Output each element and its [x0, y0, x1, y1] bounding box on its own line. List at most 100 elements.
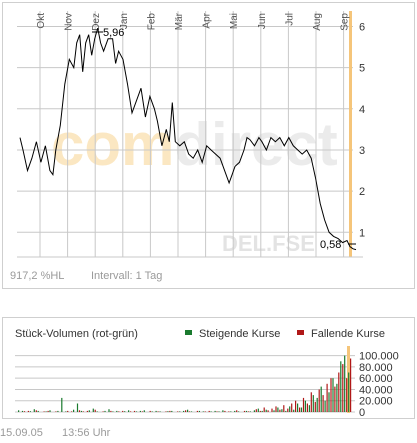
price-chart: comdirect DEL.FSE Okt Nov Dez Jan Feb Mär Apr M…: [10, 11, 365, 282]
volume-bar-rising: [257, 408, 259, 412]
volume-bar-rising: [293, 409, 295, 412]
volume-bar-falling: [322, 395, 324, 412]
volume-bar-rising: [332, 378, 334, 412]
volume-bar-rising: [108, 409, 110, 412]
volume-bar-rising: [187, 409, 189, 412]
volume-bar-falling: [314, 401, 316, 412]
volume-bar-rising: [261, 410, 263, 412]
volume-bar-falling: [102, 411, 104, 412]
volume-bar-rising: [234, 410, 236, 412]
legend-falling-label: Fallende Kurse: [311, 328, 385, 340]
volume-bar-falling: [177, 411, 179, 412]
volume-bar-rising: [167, 411, 169, 412]
volume-bar-falling: [185, 410, 187, 412]
volume-bar-rising: [143, 410, 145, 412]
volume-bar-falling: [55, 411, 57, 412]
volume-bar-rising: [80, 410, 83, 412]
volume-bar-rising: [73, 409, 75, 412]
volume-bar-rising: [37, 410, 39, 412]
price-y-tick-label: 5: [359, 63, 365, 75]
volume-bar-rising: [45, 411, 47, 412]
volume-bar-rising: [139, 410, 141, 412]
price-line: [19, 27, 357, 251]
volume-bar-falling: [255, 409, 257, 412]
volume-bar-falling: [326, 383, 328, 412]
volume-bar-rising: [238, 411, 240, 412]
volume-bar-rising: [304, 400, 306, 412]
volume-bar-rising: [308, 405, 310, 412]
high-label: 5,96: [103, 27, 124, 39]
footer-date: 15.09.05: [0, 427, 43, 439]
volume-bar-rising: [57, 410, 59, 412]
price-x-tick-label: Nov: [64, 13, 75, 31]
price-x-tick-label: Aug: [312, 13, 323, 31]
volume-bar-falling: [86, 410, 88, 412]
volume-bar-falling: [228, 411, 230, 412]
volume-bar-rising: [336, 383, 338, 412]
volume-bar-falling: [302, 397, 305, 412]
volume-bar-rising: [344, 355, 346, 412]
volume-bar-rising: [222, 410, 224, 412]
volume-bar-falling: [247, 411, 250, 412]
volume-bar-falling: [318, 389, 320, 412]
volume-bar-rising: [76, 403, 79, 412]
volume-bar-falling: [275, 406, 277, 412]
volume-bar-falling: [78, 410, 81, 412]
price-x-tick-label: Apr: [202, 12, 213, 28]
volume-bar-rising: [135, 411, 138, 412]
volume-bar-falling: [141, 411, 143, 412]
price-x-tick-label: Jan: [119, 13, 130, 29]
volume-bar-falling: [165, 411, 167, 412]
legend-rising-label: Steigende Kurse: [199, 328, 280, 340]
performance-label: 917,2 %HL: [10, 270, 64, 282]
watermark-part-1: com: [51, 111, 174, 178]
volume-bar-rising: [124, 411, 126, 412]
volume-bar-falling: [283, 405, 285, 412]
volume-bar-rising: [21, 410, 24, 412]
volume-bar-rising: [179, 411, 181, 412]
footer-time: 13:56 Uhr: [62, 427, 111, 439]
price-x-tick-label: Feb: [146, 13, 157, 31]
volume-bar-rising: [155, 410, 157, 412]
volume-bar-falling: [338, 372, 340, 412]
price-y-tick-label: 3: [359, 145, 365, 157]
volume-bar-falling: [71, 411, 73, 412]
volume-bar-falling: [82, 411, 84, 412]
volume-bar-falling: [133, 410, 136, 412]
volume-bar-rising: [159, 411, 161, 412]
price-x-tick-label: Okt: [36, 13, 47, 29]
interval-label: Intervall: 1 Tag: [91, 270, 162, 282]
volume-bar-rising: [112, 411, 114, 412]
volume-bar-rising: [289, 406, 291, 412]
volume-bar-rising: [328, 392, 330, 412]
volume-bar-rising: [281, 409, 283, 412]
volume-bar-rising: [49, 410, 51, 412]
legend-rising-swatch: [185, 330, 192, 335]
volume-bar-falling: [47, 410, 49, 412]
volume-bar-rising: [312, 395, 314, 412]
volume-bar-rising: [18, 410, 20, 412]
volume-bar-falling: [188, 411, 191, 412]
price-x-tick-label: Jul: [284, 13, 295, 26]
volume-y-tick-label: 100.000: [359, 351, 399, 363]
price-x-tick-label: Dez: [91, 13, 102, 31]
volume-bar-rising: [253, 410, 255, 412]
volume-bar-rising: [183, 410, 185, 412]
volume-bar-rising: [190, 411, 193, 412]
volume-bar-falling: [130, 411, 132, 412]
price-y-tick-label: 1: [359, 227, 365, 239]
volume-bar-rising: [218, 411, 220, 412]
volume-bar-falling: [346, 378, 348, 412]
volume-bar-falling: [342, 364, 344, 412]
volume-bar-falling: [334, 386, 336, 412]
volume-bar-falling: [267, 410, 269, 412]
volume-bar-rising: [104, 410, 106, 412]
legend-falling-swatch: [297, 330, 304, 335]
volume-bar-rising: [340, 361, 342, 412]
volume-bar-falling: [224, 410, 226, 412]
volume-bar-rising: [320, 386, 322, 412]
volume-bar-rising: [92, 408, 94, 412]
price-chart-panel: comdirect DEL.FSE Okt Nov Dez Jan Feb Mär Apr M…: [2, 2, 415, 289]
volume-bar-falling: [287, 408, 289, 412]
volume-bar-falling: [94, 409, 96, 412]
